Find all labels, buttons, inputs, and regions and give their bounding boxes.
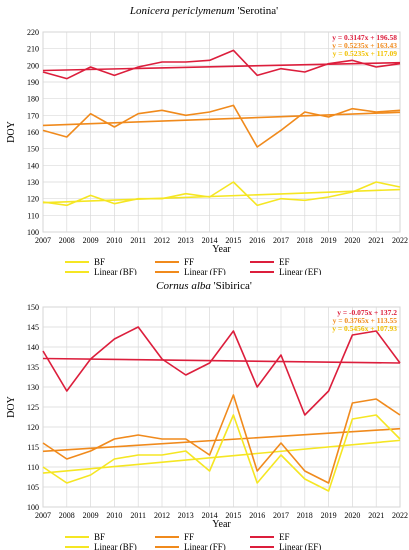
chart-title-species: Lonicera periclymenum <box>129 5 235 17</box>
x-tick-label: 2013 <box>178 511 194 520</box>
y-tick-label: 170 <box>27 111 39 120</box>
y-tick-label: 150 <box>27 145 39 154</box>
x-tick-label: 2015 <box>225 236 241 245</box>
x-tick-label: 2019 <box>321 511 337 520</box>
y-tick-label: 110 <box>27 211 39 220</box>
x-tick-label: 2022 <box>392 236 408 245</box>
x-tick-label: 2021 <box>368 236 384 245</box>
trend-equation: y = 0.3147x + 196.58 <box>332 33 397 42</box>
x-tick-label: 2008 <box>59 236 75 245</box>
x-tick-label: 2012 <box>154 511 170 520</box>
y-tick-label: 140 <box>27 161 39 170</box>
y-tick-label: 100 <box>27 503 39 512</box>
x-tick-label: 2015 <box>225 511 241 520</box>
trend-equation: y = 0.5235x + 163.43 <box>332 41 397 50</box>
y-axis-title: DOY <box>6 396 17 418</box>
x-tick-label: 2019 <box>321 236 337 245</box>
trend-equation: y = 0.5456x + 107.93 <box>332 324 397 333</box>
chart-panel-lonicera: Lonicera periclymenum 'Serotina' 100 110 12… <box>6 5 408 275</box>
series-line-ff <box>42 394 401 484</box>
x-tick-label: 2017 <box>273 236 289 245</box>
y-tick-label: 120 <box>27 195 39 204</box>
x-tick-label: 2014 <box>202 236 218 245</box>
x-tick-label: 2007 <box>35 511 51 520</box>
x-axis-title: Year <box>212 244 231 255</box>
y-tick-label: 125 <box>27 403 39 412</box>
legend-label: BF <box>94 257 105 267</box>
series-line-bf <box>42 181 401 207</box>
legend-label: Linear (FF) <box>184 267 226 275</box>
trendline-linear-ef <box>42 61 401 72</box>
y-tick-label: 130 <box>27 178 39 187</box>
chart-panel-cornus: Cornus alba 'Sibirica' 100 105 110 115 120 125… <box>0 275 409 550</box>
chart-title: Cornus alba 'Sibirica' <box>156 280 252 292</box>
x-tick-label: 2013 <box>178 236 194 245</box>
trend-equation: y = 0.3765x + 113.55 <box>333 316 398 325</box>
x-tick-label: 2020 <box>344 511 360 520</box>
x-tick-label: 2022 <box>392 511 408 520</box>
x-tick-label: 2009 <box>83 236 99 245</box>
y-tick-label: 115 <box>27 443 39 452</box>
trendline-linear-ff <box>42 111 401 127</box>
series-line-ef <box>42 326 401 416</box>
y-tick-label: 180 <box>27 95 39 104</box>
x-tick-label: 2009 <box>83 511 99 520</box>
legend-label: EF <box>279 532 290 542</box>
chart-lonicera: Lonicera periclymenum 'Serotina' 100 110 12… <box>6 5 408 275</box>
y-tick-label: 145 <box>27 323 39 332</box>
legend-label: EF <box>279 257 290 267</box>
legend-label: FF <box>184 257 194 267</box>
series-line-ef <box>42 49 401 80</box>
legend-label: Linear (FF) <box>184 542 226 550</box>
y-tick-label: 110 <box>27 463 39 472</box>
legend-label: Linear (EF) <box>279 267 321 275</box>
y-tick-label: 210 <box>27 45 39 54</box>
y-tick-label: 200 <box>27 61 39 70</box>
legend-label: Linear (BF) <box>94 267 137 275</box>
y-tick-label: 130 <box>27 383 39 392</box>
legend-label: FF <box>184 532 194 542</box>
legend-label: Linear (BF) <box>94 542 137 550</box>
y-tick-label: 160 <box>27 128 39 137</box>
x-tick-label: 2008 <box>59 511 75 520</box>
x-tick-label: 2021 <box>368 511 384 520</box>
x-tick-label: 2016 <box>249 511 265 520</box>
x-tick-label: 2014 <box>202 511 218 520</box>
trendline-linear-bf <box>42 188 401 204</box>
y-tick-label: 150 <box>27 303 39 312</box>
y-tick-label: 190 <box>27 78 39 87</box>
x-tick-label: 2012 <box>154 236 170 245</box>
y-tick-label: 105 <box>27 483 39 492</box>
x-tick-label: 2018 <box>297 236 313 245</box>
y-tick-label: 120 <box>27 423 39 432</box>
trend-equation: y = 0.5235x + 117.09 <box>333 49 398 58</box>
x-tick-label: 2011 <box>130 511 146 520</box>
trendline-linear-ff <box>42 427 401 453</box>
legend-label: BF <box>94 532 105 542</box>
x-tick-label: 2017 <box>273 511 289 520</box>
y-axis-title: DOY <box>6 121 17 143</box>
series-line-bf <box>42 414 401 492</box>
x-tick-label: 2016 <box>249 236 265 245</box>
x-tick-label: 2010 <box>106 511 122 520</box>
x-axis-title: Year <box>212 519 231 530</box>
series-line-ff <box>42 104 401 148</box>
chart-title: Lonicera periclymenum 'Serotina' <box>129 5 278 17</box>
legend-label: Linear (EF) <box>279 542 321 550</box>
x-tick-label: 2010 <box>106 236 122 245</box>
chart-title-cultivar: 'Sibirica' <box>211 280 252 292</box>
x-tick-label: 2007 <box>35 236 51 245</box>
y-tick-label: 220 <box>27 28 39 37</box>
y-tick-label: 100 <box>27 228 39 237</box>
x-tick-label: 2020 <box>344 236 360 245</box>
x-tick-label: 2011 <box>130 236 146 245</box>
trend-equation: y = -0.075x + 137.2 <box>337 308 397 317</box>
y-tick-label: 135 <box>27 363 39 372</box>
chart-cornus: Cornus alba 'Sibirica' 100 105 110 115 120 125… <box>6 280 408 550</box>
chart-title-cultivar: 'Serotina' <box>235 5 278 17</box>
x-tick-label: 2018 <box>297 511 313 520</box>
y-tick-label: 140 <box>27 343 39 352</box>
chart-title-species: Cornus alba <box>156 280 211 292</box>
